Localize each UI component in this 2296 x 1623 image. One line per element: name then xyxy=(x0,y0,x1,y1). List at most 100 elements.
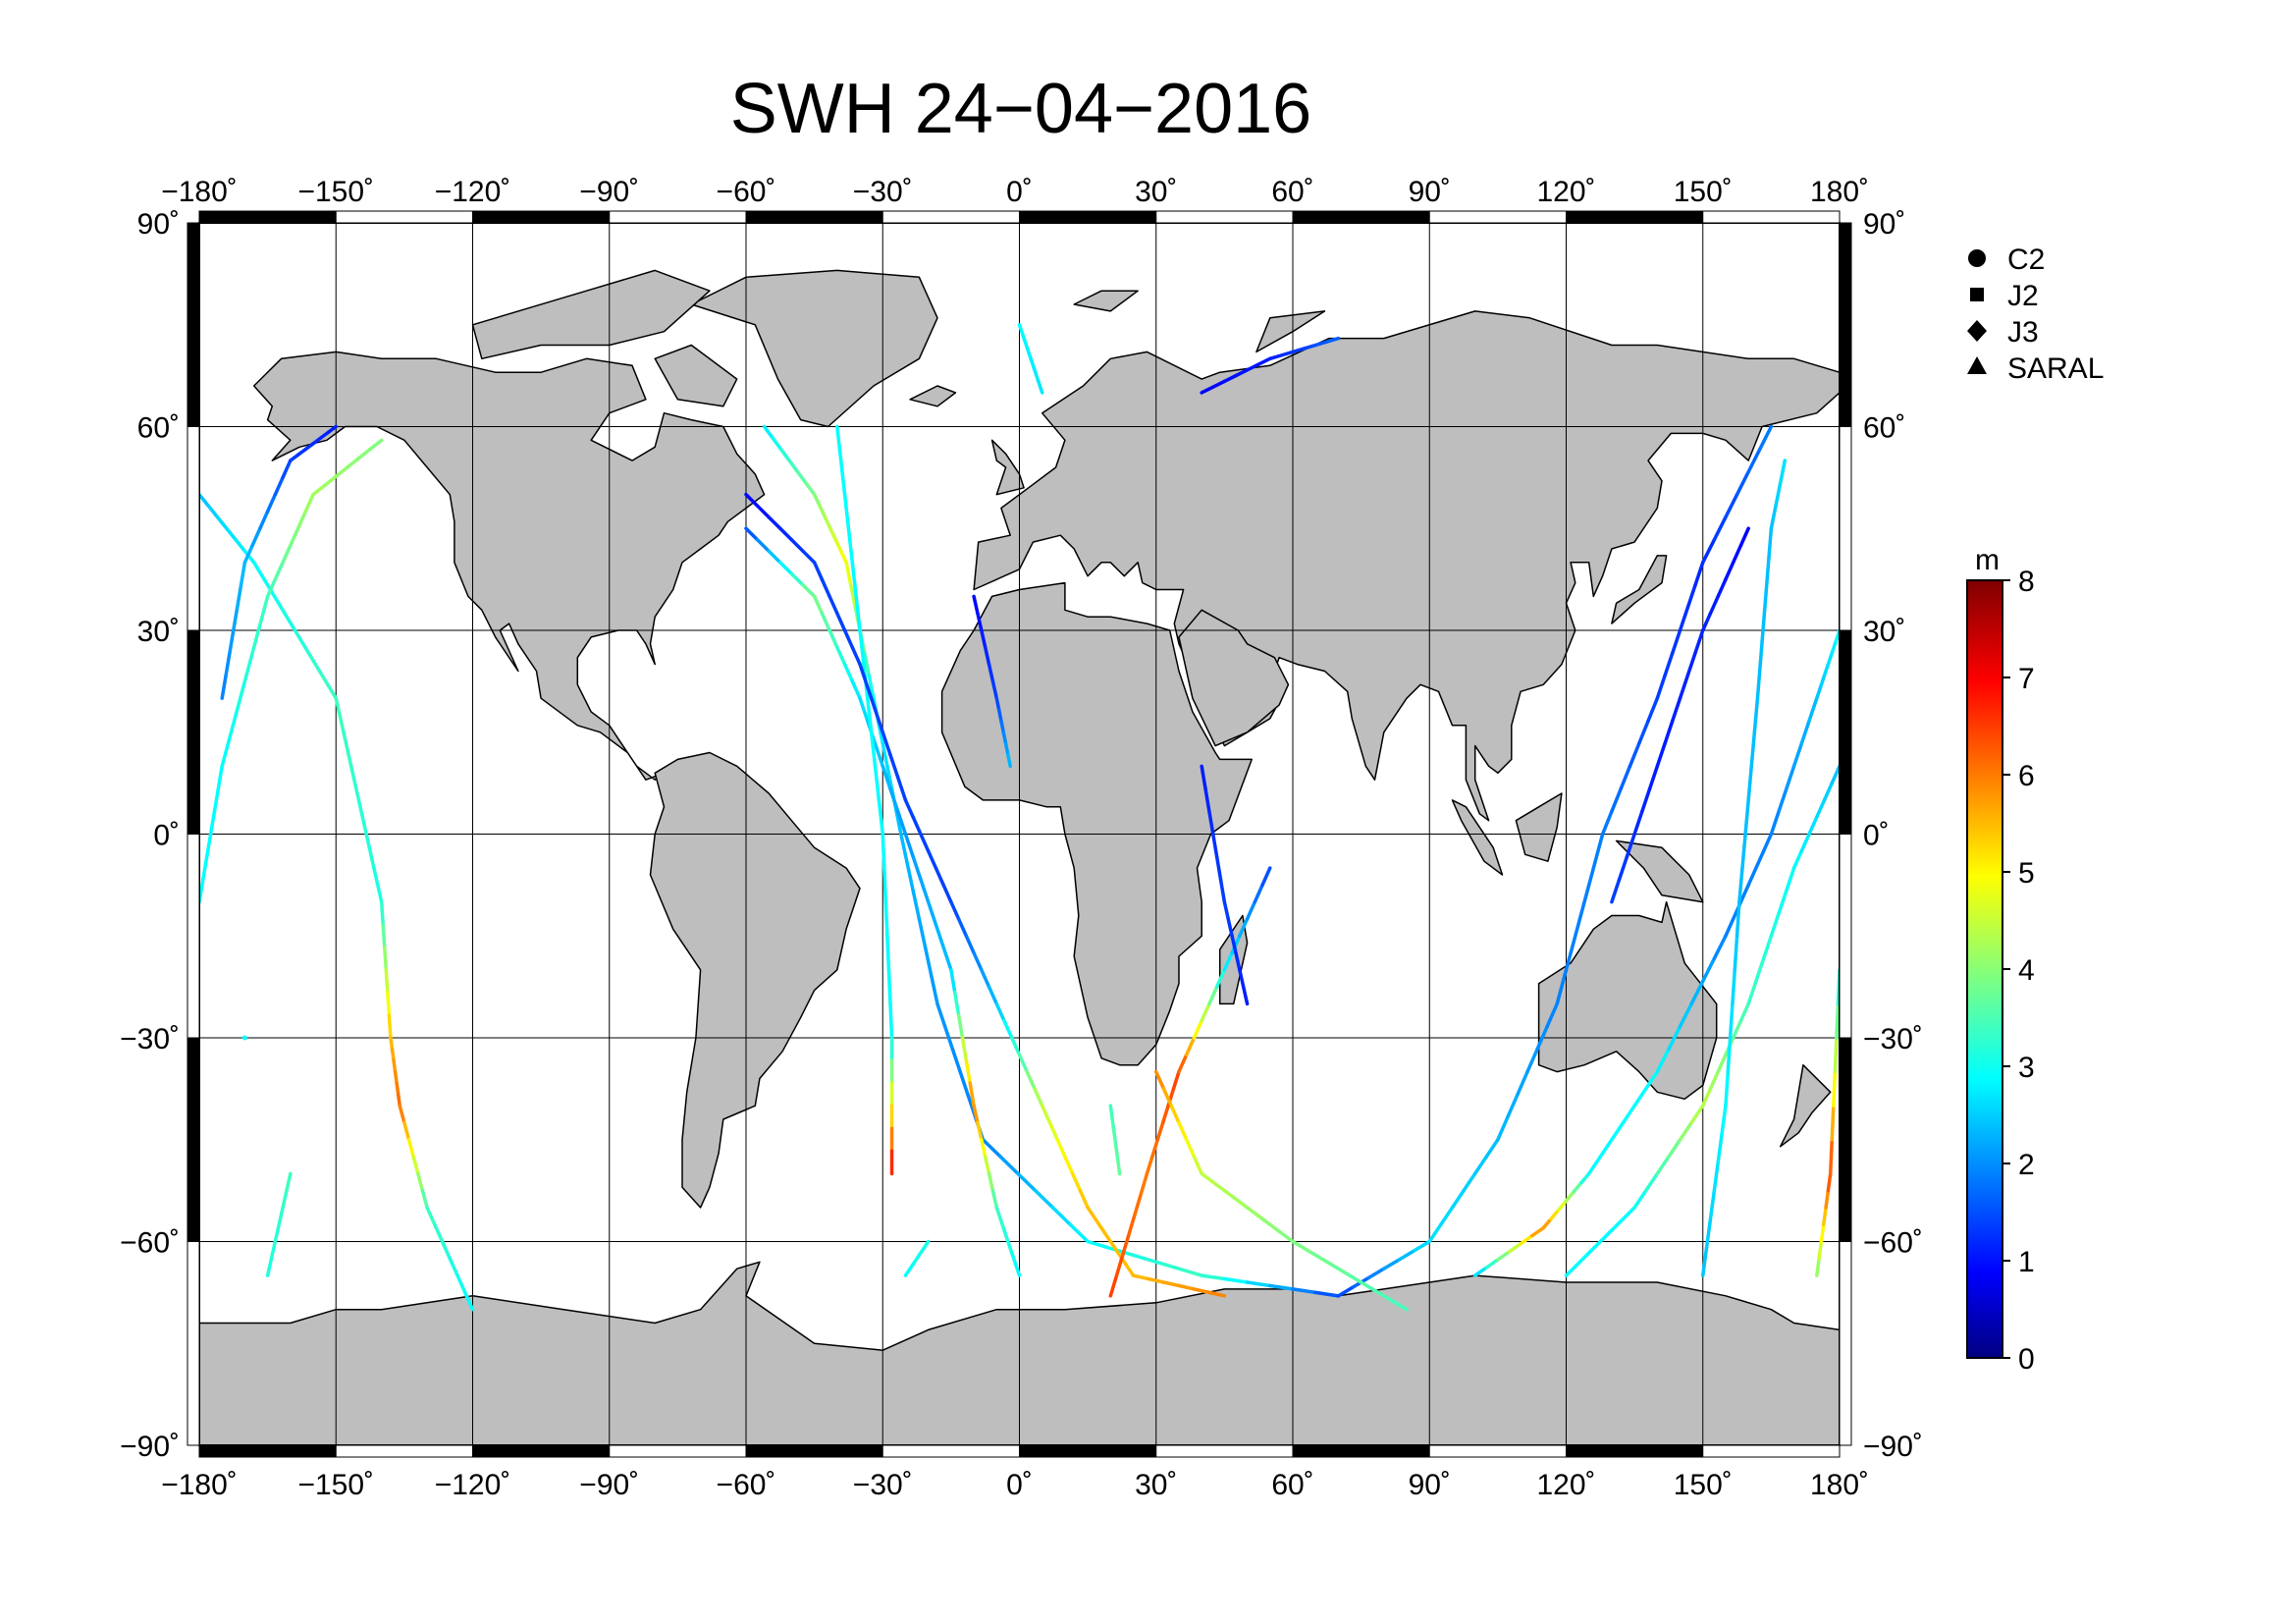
track-segment xyxy=(1640,786,1652,814)
track-segment xyxy=(1720,1104,1728,1136)
track-segment xyxy=(903,832,915,859)
frame-segment-bottom xyxy=(1292,1444,1430,1458)
track-segment xyxy=(1617,854,1629,882)
track-segment xyxy=(1701,956,1717,984)
track-segment xyxy=(1050,1206,1073,1226)
track-segment xyxy=(1222,950,1234,972)
track-segment xyxy=(1693,561,1705,587)
frame-segment-top xyxy=(1702,210,1841,224)
track-20 xyxy=(241,1035,247,1041)
colorbar-tick-label: 7 xyxy=(2018,663,2035,695)
track-segment xyxy=(1737,866,1744,904)
track-segment xyxy=(265,492,278,514)
track-segment xyxy=(1632,1188,1648,1210)
track-segment xyxy=(1177,1120,1189,1142)
track-segment xyxy=(1214,854,1223,882)
lat-tick-label-left: 60˚ xyxy=(137,412,180,445)
track-segment xyxy=(303,492,315,514)
track-segment xyxy=(1120,1232,1131,1258)
land-uk xyxy=(990,439,1025,496)
track-segment xyxy=(1230,934,1242,955)
lat-tick-label-right: 30˚ xyxy=(1863,616,1905,648)
frame-segment-bottom xyxy=(1566,1444,1704,1458)
track-segment xyxy=(1268,353,1284,361)
track-segment xyxy=(833,538,843,554)
track-segment xyxy=(1545,1001,1559,1029)
track-segment xyxy=(416,1171,425,1193)
track-segment xyxy=(976,1120,984,1142)
track-segment xyxy=(1586,1239,1603,1255)
frame-segment-bottom xyxy=(1019,1444,1157,1458)
track-segment xyxy=(1275,1228,1295,1244)
track-segment xyxy=(1678,1120,1693,1142)
track-segment xyxy=(882,866,888,904)
track-segment xyxy=(1678,674,1690,700)
frame-segment-top xyxy=(745,210,883,224)
track-segment xyxy=(1245,362,1260,372)
track-segment xyxy=(1799,719,1811,746)
track-segment xyxy=(1529,1225,1546,1238)
track-segment xyxy=(1570,917,1582,949)
track-segment xyxy=(983,645,991,667)
frame-segment-left xyxy=(187,834,200,1039)
track-segment xyxy=(234,538,247,554)
track-segment xyxy=(1055,1138,1067,1159)
track-segment xyxy=(923,946,934,978)
colorbar-tick-label: 5 xyxy=(2018,857,2035,890)
track-segment xyxy=(228,628,236,655)
lon-tick-label-bottom: 150˚ xyxy=(1674,1469,1733,1501)
track-segment xyxy=(1025,1069,1037,1091)
track-segment xyxy=(873,707,884,734)
lon-tick-label-top: 0˚ xyxy=(1006,176,1033,208)
track-segment xyxy=(801,549,817,565)
track-segment xyxy=(1716,1132,1724,1164)
track-segment xyxy=(949,968,957,995)
track-segment xyxy=(958,1069,970,1097)
track-segment xyxy=(386,991,392,1017)
frame-segment-left xyxy=(187,1037,200,1242)
track-segment xyxy=(1033,1188,1055,1210)
track-segment xyxy=(269,1239,278,1261)
track-segment xyxy=(1689,1104,1705,1125)
track-segment xyxy=(433,1222,445,1244)
track-segment xyxy=(420,1188,429,1210)
track-segment xyxy=(842,492,851,530)
track-segment xyxy=(1754,956,1766,984)
lon-tick-label-bottom: 0˚ xyxy=(1006,1469,1033,1501)
track-segment xyxy=(311,483,327,497)
track-segment xyxy=(1160,1104,1170,1125)
track-segment xyxy=(1161,1280,1181,1288)
satellite-legend: C2 J2 J3 SARAL xyxy=(1967,243,2104,385)
lat-tick-label-right: −90˚ xyxy=(1863,1431,1923,1463)
track-8 xyxy=(972,594,1012,769)
track-segment xyxy=(1230,1194,1250,1210)
track-segment xyxy=(220,674,228,700)
track-segment xyxy=(463,1290,475,1312)
track-segment xyxy=(1667,1024,1682,1052)
track-segment xyxy=(1549,1208,1561,1221)
track-segment xyxy=(1637,719,1650,746)
frame-segment-bottom xyxy=(881,1444,1020,1458)
track-segment xyxy=(1047,1120,1059,1142)
track-segment xyxy=(1218,877,1227,904)
track-segment xyxy=(881,764,892,791)
track-segment xyxy=(201,854,209,882)
track-segment xyxy=(1815,1257,1821,1277)
track-segment xyxy=(398,1104,406,1125)
track-segment xyxy=(886,968,892,1006)
track-segment xyxy=(273,561,285,581)
track-3 xyxy=(220,424,338,700)
track-segment xyxy=(850,645,862,667)
frame-segment-top xyxy=(1566,210,1704,224)
track-segment xyxy=(1643,1171,1660,1193)
track-segment xyxy=(1826,1171,1833,1193)
track-segment xyxy=(1192,1018,1203,1040)
track-segment xyxy=(1689,979,1705,1006)
track-segment xyxy=(1575,1251,1591,1267)
track-segment xyxy=(1749,730,1757,769)
track-segment xyxy=(372,866,384,904)
track-segment xyxy=(926,849,938,870)
track-segment xyxy=(1655,674,1667,700)
track-segment xyxy=(411,1155,420,1176)
track-segment xyxy=(849,583,858,610)
